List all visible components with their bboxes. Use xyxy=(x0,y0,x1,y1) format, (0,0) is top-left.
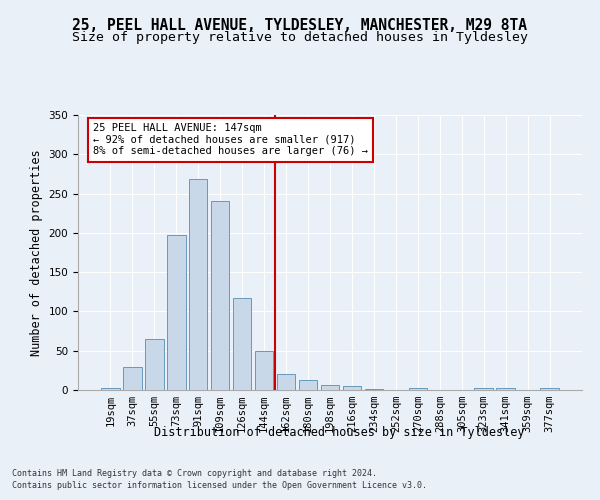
Bar xyxy=(233,298,251,390)
Bar xyxy=(409,388,427,390)
Bar xyxy=(541,388,559,390)
Bar xyxy=(255,350,274,390)
Text: Contains public sector information licensed under the Open Government Licence v3: Contains public sector information licen… xyxy=(12,482,427,490)
Text: 25 PEEL HALL AVENUE: 147sqm
← 92% of detached houses are smaller (917)
8% of sem: 25 PEEL HALL AVENUE: 147sqm ← 92% of det… xyxy=(93,123,368,156)
Text: Size of property relative to detached houses in Tyldesley: Size of property relative to detached ho… xyxy=(72,31,528,44)
Bar xyxy=(277,374,295,390)
Bar xyxy=(167,235,185,390)
Bar xyxy=(320,386,340,390)
Bar xyxy=(343,386,361,390)
Text: Distribution of detached houses by size in Tyldesley: Distribution of detached houses by size … xyxy=(154,426,524,439)
Bar xyxy=(299,380,317,390)
Bar xyxy=(211,202,229,390)
Bar xyxy=(189,180,208,390)
Bar xyxy=(365,389,383,390)
Bar xyxy=(496,388,515,390)
Bar xyxy=(475,388,493,390)
Bar xyxy=(145,339,164,390)
Bar xyxy=(123,367,142,390)
Y-axis label: Number of detached properties: Number of detached properties xyxy=(30,149,43,356)
Text: Contains HM Land Registry data © Crown copyright and database right 2024.: Contains HM Land Registry data © Crown c… xyxy=(12,470,377,478)
Bar xyxy=(101,388,119,390)
Text: 25, PEEL HALL AVENUE, TYLDESLEY, MANCHESTER, M29 8TA: 25, PEEL HALL AVENUE, TYLDESLEY, MANCHES… xyxy=(73,18,527,32)
